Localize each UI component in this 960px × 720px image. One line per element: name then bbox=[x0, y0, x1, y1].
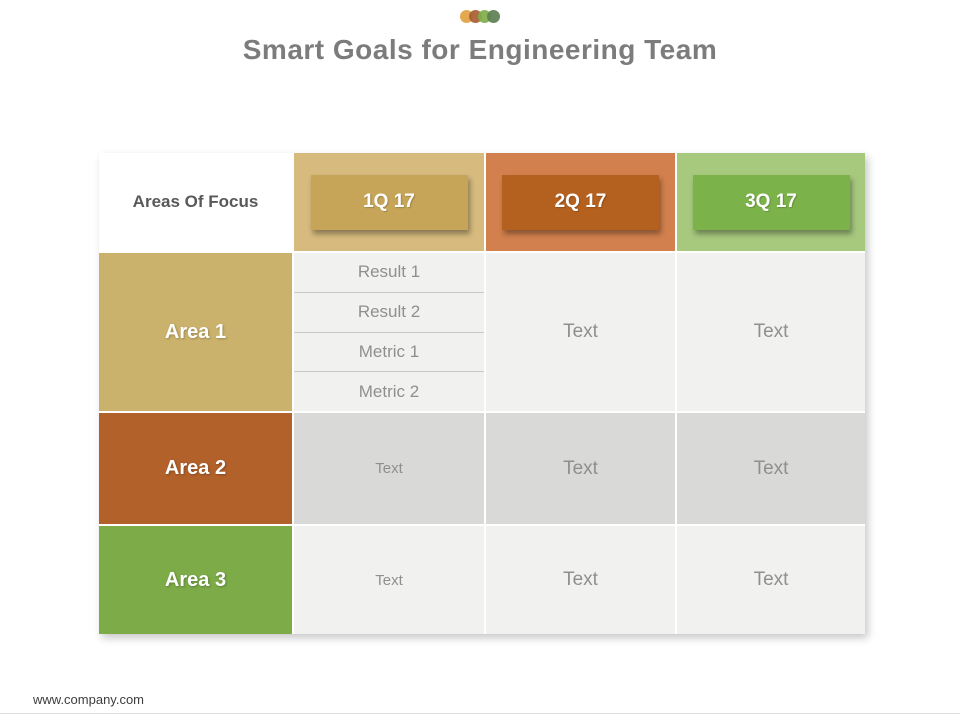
area1-2q-cell: Text bbox=[486, 253, 675, 411]
area3-3q-cell: Text bbox=[677, 526, 865, 634]
area1-result2-cell: Result 2 bbox=[294, 293, 484, 333]
area1-detail-column: Result 1 Result 2 Metric 1 Metric 2 bbox=[294, 253, 484, 411]
quarter-button-3q17[interactable]: 3Q 17 bbox=[692, 174, 850, 230]
area3-header-cell: Area 3 bbox=[99, 526, 292, 634]
table-header-areas-of-focus: Areas Of Focus bbox=[99, 153, 292, 251]
brand-dots bbox=[0, 10, 960, 23]
area1-metric2-cell: Metric 2 bbox=[358, 381, 420, 401]
area2-1q-cell: Text bbox=[294, 413, 484, 524]
area2-label: Area 2 bbox=[164, 457, 227, 479]
quarter-button-2q17[interactable]: 2Q 17 bbox=[502, 174, 659, 230]
area1-label: Area 1 bbox=[164, 320, 227, 343]
area1-metric1-cell: Metric 1 bbox=[294, 333, 484, 373]
areas-of-focus-label: Areas Of Focus bbox=[132, 192, 259, 211]
area1-result1-cell: Result 1 bbox=[294, 253, 484, 293]
goals-table: Areas Of Focus 1Q 17 2Q 17 3Q 17 Area 1 … bbox=[99, 153, 865, 634]
table-header-2q17: 2Q 17 bbox=[486, 153, 675, 251]
area1-header-cell: Area 1 bbox=[99, 253, 292, 411]
table-header-3q17: 3Q 17 bbox=[677, 153, 865, 251]
table-header-1q17: 1Q 17 bbox=[294, 153, 484, 251]
slide-bottom-divider bbox=[0, 713, 960, 714]
area3-1q-cell: Text bbox=[294, 526, 484, 634]
area3-label: Area 3 bbox=[164, 568, 227, 591]
footer-url: www.company.com bbox=[33, 692, 145, 707]
area2-3q-cell: Text bbox=[677, 413, 865, 524]
dot-dark-green-icon bbox=[487, 10, 500, 23]
area3-2q-cell: Text bbox=[486, 526, 675, 634]
area2-2q-cell: Text bbox=[486, 413, 675, 524]
area2-header-cell: Area 2 bbox=[99, 413, 292, 524]
slide-title: Smart Goals for Engineering Team bbox=[242, 34, 718, 65]
area1-3q-cell: Text bbox=[677, 253, 865, 411]
quarter-button-1q17[interactable]: 1Q 17 bbox=[310, 174, 468, 230]
